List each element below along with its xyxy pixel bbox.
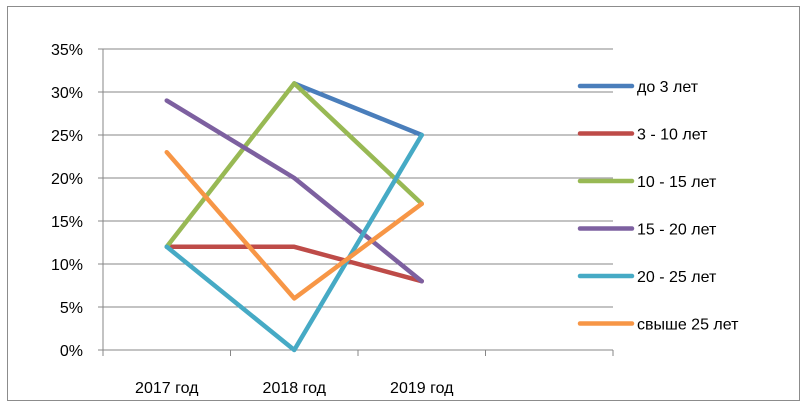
legend-label: 3 - 10 лет	[637, 127, 708, 144]
legend-label: 15 - 20 лет	[637, 222, 717, 239]
x-tick-label: 2018 год	[263, 380, 327, 396]
y-tick-label: 35%	[51, 42, 83, 59]
series-line-3	[164, 81, 424, 250]
gridlines	[103, 48, 613, 308]
chart-frame	[7, 6, 800, 401]
legend-label: свыше 25 лет	[637, 317, 739, 334]
y-tick-label: 15%	[51, 214, 83, 231]
series-line-6	[164, 149, 424, 301]
legend-label: 10 - 15 лет	[637, 174, 717, 191]
y-tick-label: 5%	[60, 300, 83, 317]
series-line-4	[164, 98, 424, 284]
axes: 0% 5% 10% 15% 20% 25% 30% 35% 2017 год 2018 год 20…	[51, 42, 614, 396]
legend: до 3 лет 3 - 10 лет 10 - 15 лет 15 - 20 лет…	[577, 79, 739, 334]
x-tick-label: 2017 год	[135, 380, 199, 396]
y-tick-label: 10%	[51, 257, 83, 274]
series-line-1	[292, 81, 424, 138]
series-line-5	[164, 132, 424, 353]
y-tick-label: 0%	[60, 343, 83, 360]
legend-label: 20 - 25 лет	[637, 269, 717, 286]
series-line-2	[164, 244, 424, 284]
y-tick-label: 30%	[51, 85, 83, 102]
y-tick-label: 25%	[51, 128, 83, 145]
x-tick-label: 2019 год	[390, 380, 454, 396]
legend-label: до 3 лет	[637, 79, 699, 96]
series-lines	[164, 81, 424, 353]
y-tick-label: 20%	[51, 171, 83, 188]
